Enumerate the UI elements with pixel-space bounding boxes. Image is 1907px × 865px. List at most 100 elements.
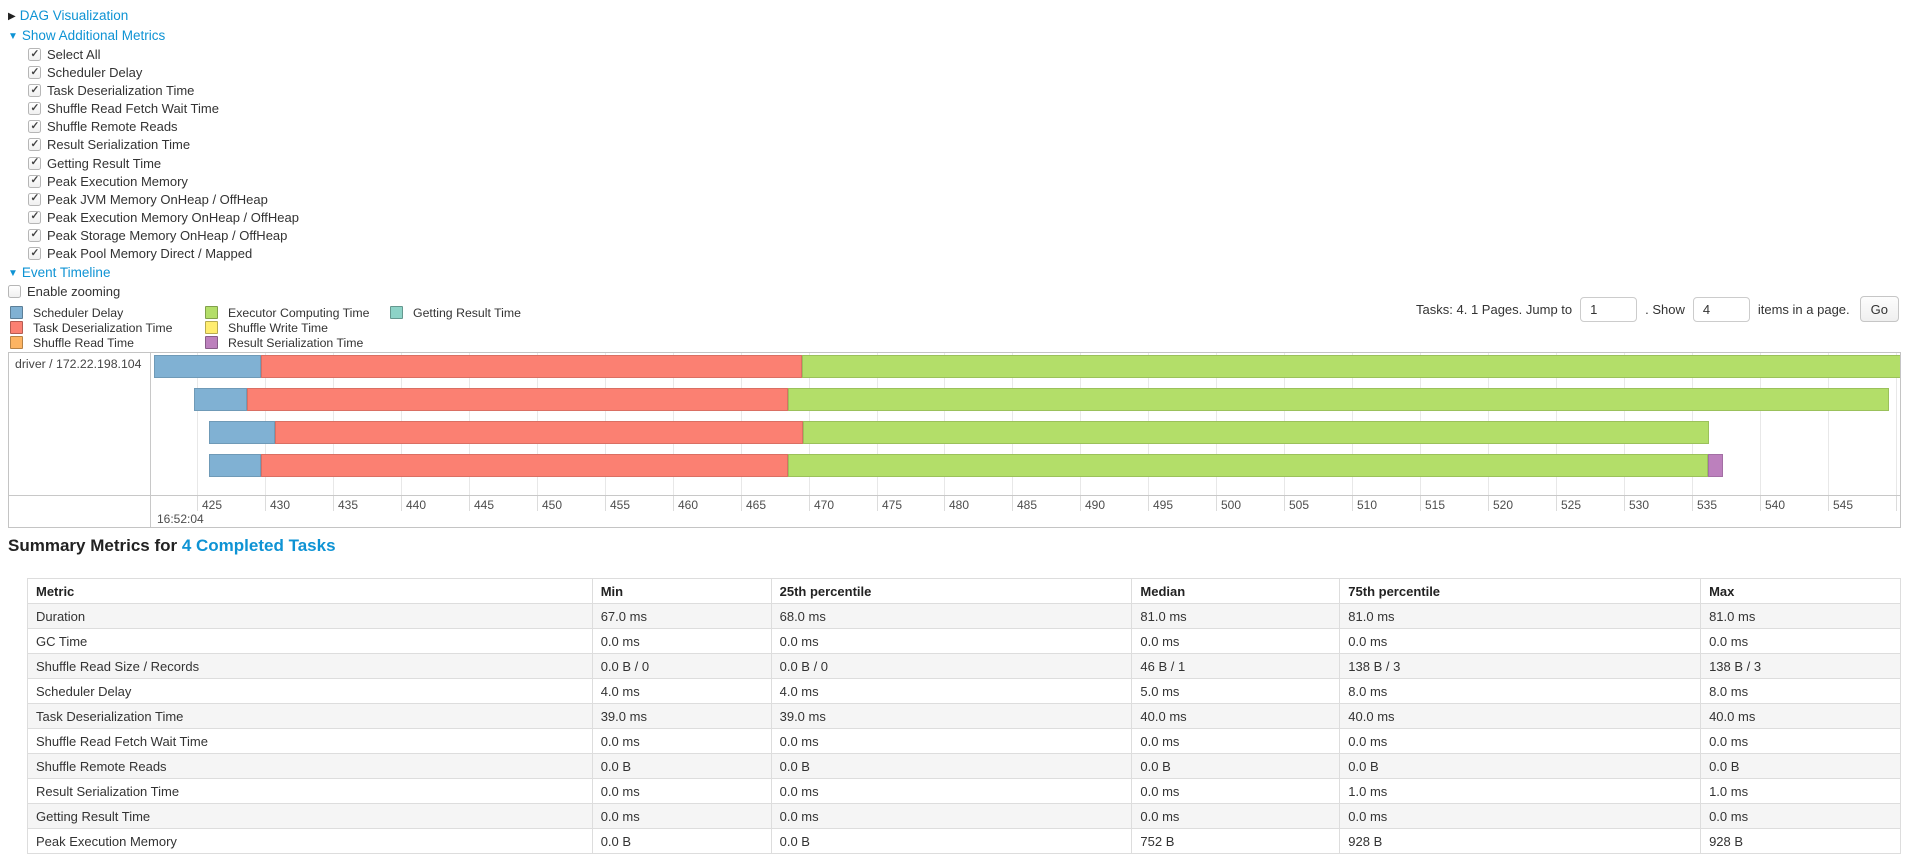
axis-tick-label: 465 [746,498,767,512]
table-cell: 928 B [1700,828,1901,854]
legend-item: Executor Computing Time [205,306,369,321]
task-bar[interactable] [153,355,1900,378]
executor-label: driver / 172.22.198.104 [15,357,142,371]
task-segment-executor-computing [803,421,1710,444]
legend-label: Result Serialization Time [228,335,364,350]
metric-checkbox[interactable] [28,138,41,152]
table-cell: 39.0 ms [770,703,1133,729]
legend-label: Scheduler Delay [33,306,124,320]
caret-right-icon: ▶ [8,11,16,22]
stage-page-controls: ▶ DAG Visualization ▼ Show Additional Metr… [8,6,299,301]
table-cell: 81.0 ms [1131,603,1341,629]
metric-checkbox-label: Result Serialization Time [47,137,191,153]
table-cell: Shuffle Remote Reads [27,753,593,779]
table-cell: Result Serialization Time [27,778,593,804]
event-timeline-toggle[interactable]: ▼ Event Timeline [8,265,110,280]
task-bar[interactable] [209,454,1723,477]
metric-checkbox-label: Peak Execution Memory OnHeap / OffHeap [47,209,299,225]
axis-tick [1420,496,1421,511]
task-pagination: Tasks: 4. 1 Pages. Jump to . Show items … [1412,296,1899,322]
table-cell: 928 B [1339,828,1702,854]
axis-tick-label: 435 [338,498,359,512]
axis-tick [1080,496,1081,511]
axis-tick-label: 455 [610,498,631,512]
metric-checkbox[interactable] [28,84,41,98]
metric-checkbox[interactable] [28,102,41,116]
metric-checkbox-label: Select All [47,47,101,62]
timeline-gridline [1760,353,1761,495]
metric-checkbox[interactable] [28,120,41,134]
metric-checkbox[interactable] [28,192,41,206]
table-cell: 0.0 ms [770,728,1133,754]
axis-tick-label: 540 [1765,498,1786,512]
metric-checkbox-label: Getting Result Time [47,155,162,171]
table-cell: 0.0 B [591,753,772,779]
task-segment-scheduler-delay [209,454,262,477]
metric-checkbox[interactable] [28,156,41,170]
table-cell: Shuffle Read Fetch Wait Time [27,728,593,754]
axis-tick-label: 495 [1153,498,1174,512]
metric-checkbox-label: Task Deserialization Time [47,83,195,99]
legend-item: Getting Result Time [390,306,521,321]
axis-tick [265,496,266,511]
legend-swatch-icon [10,320,23,334]
axis-tick [1284,496,1285,511]
table-row: Shuffle Read Fetch Wait Time 0.0 ms 0.0 ms… [27,728,1901,754]
table-cell: 0.0 B [1339,753,1702,779]
timeline-gridline [1896,353,1897,495]
show-additional-metrics-toggle[interactable]: ▼ Show Additional Metrics [8,28,165,43]
table-cell: 0.0 ms [591,803,772,829]
table-cell: 0.0 B / 0 [770,653,1133,679]
table-cell: GC Time [27,628,593,654]
table-row: Shuffle Remote Reads 0.0 B 0.0 B 0.0 B 0.0 B… [27,753,1901,779]
metric-checkbox-item: Peak Execution Memory [28,173,299,191]
table-cell: 8.0 ms [1700,678,1901,704]
table-cell: 46 B / 1 [1131,653,1341,679]
table-cell: 0.0 ms [1131,778,1341,804]
table-row: Shuffle Read Size / Records 0.0 B / 0 0.0 … [27,653,1901,679]
axis-tick-label: 510 [1357,498,1378,512]
metric-checkbox-item: Result Serialization Time [28,136,299,154]
axis-tick [1624,496,1625,511]
show-additional-metrics-label: Show Additional Metrics [21,28,166,43]
table-header-cell: 25th percentile [770,578,1133,604]
go-button[interactable]: Go [1859,296,1899,322]
metric-checkbox[interactable] [28,247,41,261]
axis-tick-label: 450 [542,498,563,512]
legend-item: Task Deserialization Time [10,320,172,336]
items-per-page-input[interactable] [1692,296,1750,322]
table-cell: 0.0 ms [1131,628,1341,654]
table-cell: 67.0 ms [591,603,772,629]
table-cell: 0.0 ms [1131,803,1341,829]
timeline-gridline [197,353,198,495]
metric-checkbox[interactable] [28,210,41,224]
table-header-cell: Median [1131,578,1341,604]
axis-tick [944,496,945,511]
axis-tick-label: 460 [678,498,699,512]
axis-tick-label: 425 [202,498,223,512]
table-cell: 0.0 ms [1700,728,1901,754]
summary-metrics-table: Metric Min 25th percentile Median 75th perce… [27,578,1901,854]
task-bar[interactable] [209,421,1710,444]
axis-tick [673,496,674,511]
completed-tasks-link[interactable]: 4 Completed Tasks [181,536,336,555]
event-timeline-label: Event Timeline [21,265,111,281]
table-cell: 0.0 ms [591,778,772,804]
metric-checkbox[interactable] [28,66,41,80]
metric-checkbox[interactable] [28,174,41,188]
table-cell: 0.0 B [770,828,1133,854]
metric-checkbox[interactable] [28,48,41,61]
dag-visualization-toggle[interactable]: ▶ DAG Visualization [8,8,128,23]
jump-to-page-input[interactable] [1580,296,1638,322]
axis-tick [197,496,198,511]
axis-tick-label: 430 [270,498,291,512]
task-bar[interactable] [194,388,1889,411]
axis-tick-label: 440 [406,498,427,512]
metric-checkbox-item: Peak Execution Memory OnHeap / OffHeap [28,209,299,227]
axis-tick [741,496,742,511]
table-cell: Task Deserialization Time [27,703,593,729]
metric-checkbox[interactable] [28,228,41,242]
metric-checkbox-item: Scheduler Delay [28,64,299,82]
enable-zooming-checkbox[interactable] [8,285,21,299]
table-header-cell: Max [1700,578,1901,604]
